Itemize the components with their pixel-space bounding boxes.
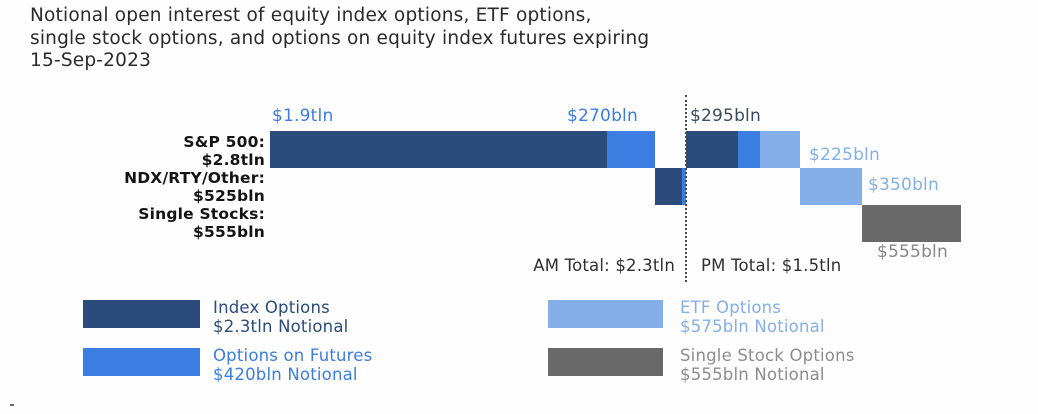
legend-notional-single-stock-options: $555bln Notional xyxy=(680,365,825,384)
value-label-225bln: $225bln xyxy=(809,145,880,165)
legend-name-single-stock-options: Single Stock Options xyxy=(680,346,855,365)
chart-title-line-1: Notional open interest of equity index o… xyxy=(30,5,592,26)
pm-total-label: PM Total: $1.5tln xyxy=(701,256,842,275)
waterfall-chart: S&P 500: $2.8tln NDX/RTY/Other: $525bln … xyxy=(25,95,961,282)
row-label-sp500: S&P 500: $2.8tln xyxy=(25,133,265,169)
bar-index-options-pm xyxy=(685,131,738,168)
row-label-single-total: $555bln xyxy=(193,223,265,241)
legend-name-etf-options: ETF Options xyxy=(680,298,782,317)
bar-single-stock-options-pm xyxy=(862,205,961,242)
value-label-555bln: $555bln xyxy=(877,242,948,262)
value-label-1-9tln: $1.9tln xyxy=(272,106,334,126)
legend-swatch-etf-options xyxy=(548,300,663,328)
am-total-label: AM Total: $2.3tln xyxy=(533,256,675,275)
legend-text-index-options: Index Options $2.3tln Notional xyxy=(213,298,348,336)
legend-swatch-options-on-futures xyxy=(83,348,200,376)
legend-name-index-options: Index Options xyxy=(213,298,330,317)
value-label-295bln: $295bln xyxy=(690,106,761,126)
bar-etf-options-pm xyxy=(800,168,863,205)
legend-notional-options-on-futures: $420bln Notional xyxy=(213,365,358,384)
legend-notional-etf-options: $575bln Notional xyxy=(680,317,825,336)
cursor-artifact xyxy=(10,404,14,406)
am-pm-divider-line xyxy=(685,95,687,282)
legend-swatch-index-options xyxy=(83,300,200,328)
chart-title: Notional open interest of equity index o… xyxy=(30,5,970,73)
row-label-sp500-total: $2.8tln xyxy=(201,151,265,169)
bar-index-options-am xyxy=(655,168,682,205)
legend-name-options-on-futures: Options on Futures xyxy=(213,346,373,365)
bar-etf-options-pm xyxy=(760,131,800,168)
legend-text-etf-options: ETF Options $575bln Notional xyxy=(680,298,825,336)
row-label-ndx-rty-other: NDX/RTY/Other: $525bln xyxy=(25,169,265,205)
row-label-single-name: Single Stocks: xyxy=(138,205,265,223)
value-label-350bln: $350bln xyxy=(868,175,939,195)
legend-swatch-single-stock-options xyxy=(548,348,663,376)
row-label-ndx-total: $525bln xyxy=(193,187,265,205)
bar-options-on-futures-am xyxy=(681,168,687,205)
row-label-sp500-name: S&P 500: xyxy=(183,133,265,151)
row-label-single-stocks: Single Stocks: $555bln xyxy=(25,205,265,241)
legend-notional-index-options: $2.3tln Notional xyxy=(213,317,349,336)
legend-text-options-on-futures: Options on Futures $420bln Notional xyxy=(213,346,372,384)
bar-index-options-am xyxy=(270,131,608,168)
legend-text-single-stock-options: Single Stock Options $555bln Notional xyxy=(680,346,855,384)
bar-options-on-futures-pm xyxy=(737,131,761,168)
chart-title-line-3: 15-Sep-2023 xyxy=(30,50,152,71)
row-label-ndx-name: NDX/RTY/Other: xyxy=(124,169,265,187)
chart-title-line-2: single stock options, and options on equ… xyxy=(30,27,650,49)
value-label-270bln: $270bln xyxy=(567,106,638,126)
bar-options-on-futures-am xyxy=(607,131,656,168)
